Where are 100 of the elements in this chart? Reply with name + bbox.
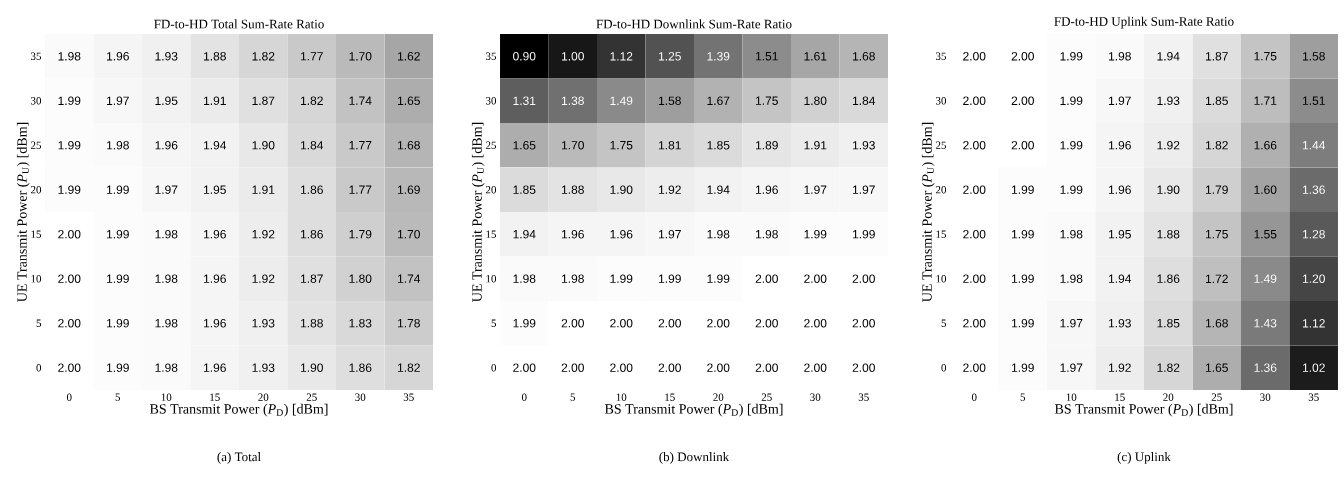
data-label: 1.98 [561, 274, 584, 283]
data-label: 1.75 [1254, 52, 1277, 61]
data-label: 1.82 [1205, 141, 1228, 150]
data-label: 1.72 [1205, 274, 1228, 283]
data-label: 1.87 [300, 274, 323, 283]
data-label: 1.96 [155, 141, 178, 150]
data-label: 2.00 [58, 230, 81, 239]
data-label: 1.91 [203, 96, 226, 105]
data-label: 1.77 [300, 52, 323, 61]
data-label: 1.82 [397, 363, 420, 372]
data-label: 1.39 [707, 52, 730, 61]
y-tick-label: 15 [936, 230, 947, 238]
x-tick-label: 5 [1020, 393, 1026, 401]
data-label: 1.96 [203, 363, 226, 372]
data-label: 1.43 [1254, 318, 1277, 328]
data-label: 1.91 [804, 141, 827, 150]
x-axis-title: BS Transmit Power (P$_{D}$) [dBm] [1054, 403, 1233, 417]
data-label: 2.00 [755, 318, 778, 328]
data-label: 1.94 [513, 230, 536, 239]
data-label: 1.90 [1157, 185, 1180, 194]
y-tick-label: 20 [935, 186, 947, 194]
data-label: 1.98 [155, 230, 178, 239]
data-label: 1.85 [707, 141, 730, 150]
y-tick-label: 35 [31, 52, 42, 60]
x-tick-label: 0 [66, 393, 72, 401]
data-label: 1.91 [252, 185, 275, 194]
data-label: 1.38 [561, 96, 584, 105]
data-label: 1.97 [804, 185, 827, 194]
data-label: 2.00 [707, 363, 730, 372]
data-label: 1.99 [1011, 185, 1034, 194]
data-label: 1.84 [852, 96, 876, 105]
x-tick-label: 10 [616, 393, 627, 401]
x-tick-label: 10 [1066, 393, 1077, 401]
data-label: 1.82 [252, 52, 275, 61]
data-label: 1.70 [397, 230, 420, 239]
data-label: 1.82 [300, 96, 323, 105]
data-label: 1.20 [1302, 274, 1325, 283]
data-label: 0.90 [513, 52, 536, 61]
y-tick-label: 5 [491, 319, 497, 327]
data-label: 1.97 [155, 185, 178, 194]
data-label: 1.25 [658, 52, 681, 61]
x-tick-label: 10 [161, 393, 172, 401]
data-label: 1.96 [107, 52, 129, 61]
data-label: 1.65 [397, 96, 420, 105]
data-label: 1.97 [1060, 318, 1083, 328]
data-label: 1.99 [852, 230, 875, 239]
data-label: 1.61 [804, 52, 827, 61]
data-label: 1.00 [561, 52, 584, 61]
y-tick-label: 35 [486, 52, 497, 60]
data-label: 1.99 [1011, 274, 1034, 283]
data-label: 1.95 [203, 185, 226, 194]
data-label: 1.70 [561, 141, 584, 150]
x-tick-label: 0 [521, 393, 527, 401]
data-label: 1.99 [58, 96, 81, 105]
x-tick-label: 5 [570, 393, 576, 401]
data-label: 1.89 [755, 141, 778, 150]
data-label: 1.99 [107, 230, 129, 239]
y-tick-label: 0 [36, 364, 42, 372]
data-label: 1.90 [610, 185, 633, 194]
x-tick-label: 15 [665, 393, 675, 401]
data-label: 2.00 [963, 185, 986, 194]
data-label: 1.94 [1108, 274, 1132, 283]
data-label: 1.98 [155, 274, 178, 283]
data-label: 1.99 [707, 274, 730, 283]
data-label: 1.99 [107, 274, 129, 283]
data-label: 2.00 [1011, 141, 1034, 150]
data-label: 1.97 [1108, 96, 1131, 105]
data-label: 1.90 [252, 141, 275, 150]
data-label: 2.00 [804, 318, 827, 328]
data-label: 2.00 [58, 363, 81, 372]
data-label: 1.98 [107, 141, 129, 150]
data-label: 1.78 [397, 318, 420, 328]
data-label: 1.88 [1157, 230, 1180, 239]
y-tick-label: 20 [30, 186, 42, 194]
data-label: 1.68 [852, 52, 875, 61]
data-label: 2.00 [610, 318, 633, 328]
data-label: 2.00 [963, 52, 986, 61]
data-label: 1.99 [1060, 96, 1083, 105]
data-label: 1.36 [1254, 363, 1277, 372]
data-label: 1.75 [755, 96, 778, 105]
data-label: 1.90 [300, 363, 323, 372]
text: (a) Total [217, 452, 261, 464]
data-label: 1.12 [610, 52, 633, 61]
data-label: 2.00 [755, 274, 778, 283]
data-label: 1.31 [513, 96, 536, 105]
data-label: 1.86 [300, 185, 323, 194]
data-label: 1.94 [203, 141, 227, 150]
chart-title: FD-to-HD Downlink Sum-Rate Ratio [596, 19, 792, 29]
y-tick-label: 25 [485, 141, 497, 149]
y-tick-label: 35 [936, 52, 947, 60]
data-label: 1.99 [1011, 363, 1034, 372]
x-tick-label: 30 [1260, 393, 1271, 401]
x-tick-label: 25 [306, 393, 317, 401]
data-label: 1.79 [1205, 185, 1228, 194]
data-label: 1.98 [1060, 274, 1083, 283]
data-label: 2.00 [561, 318, 584, 328]
x-tick-label: 35 [858, 393, 869, 401]
x-tick-label: 20 [1163, 393, 1174, 401]
x-tick-label: 20 [258, 393, 269, 401]
data-label: 1.99 [1011, 318, 1034, 328]
